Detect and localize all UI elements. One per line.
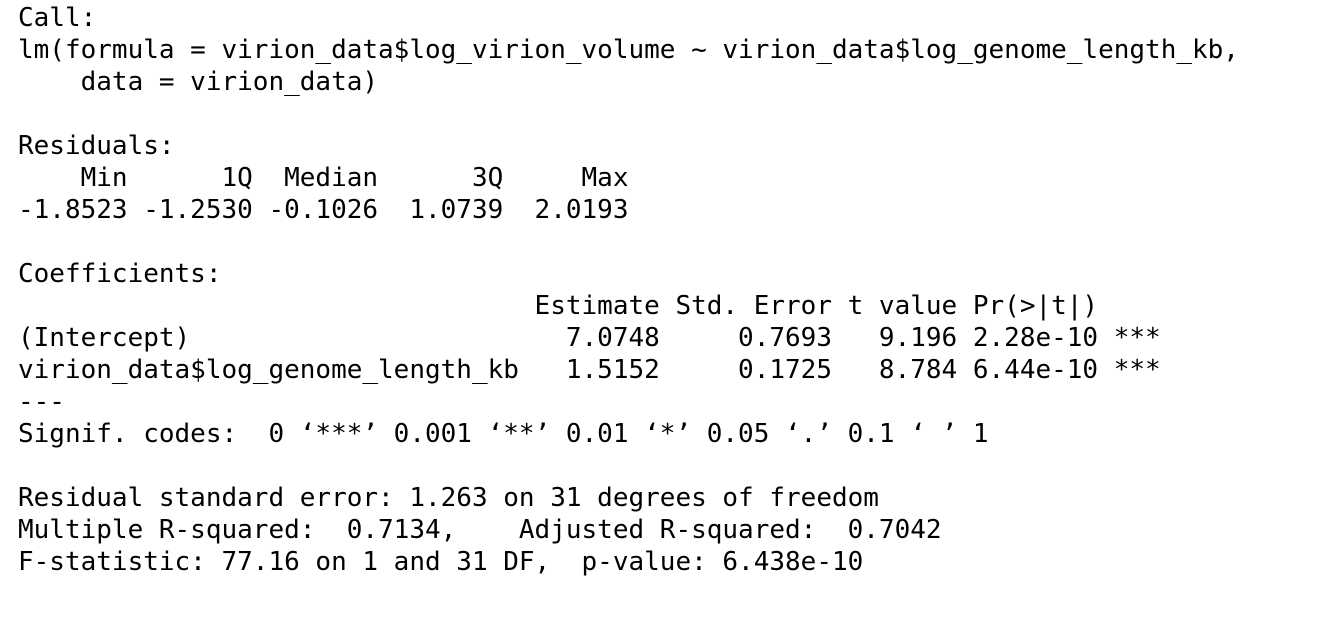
call-formula-line: lm(formula = virion_data$log_virion_volu…	[18, 35, 1239, 65]
separator-line: ---	[18, 387, 65, 417]
f-statistic-line: F-statistic: 77.16 on 1 and 31 DF, p-val…	[18, 547, 864, 577]
coefficient-row-intercept: (Intercept) 7.0748 0.7693 9.196 2.28e-10…	[18, 323, 1161, 353]
residuals-values: -1.8523 -1.2530 -0.1026 1.0739 2.0193	[18, 195, 645, 225]
blank-line	[18, 450, 1239, 482]
call-header: Call:	[18, 3, 97, 33]
signif-codes-line: Signif. codes: 0 ‘***’ 0.001 ‘**’ 0.01 ‘…	[18, 419, 989, 449]
r-console-output: Call: lm(formula = virion_data$log_virion…	[18, 2, 1239, 578]
r-squared-line: Multiple R-squared: 0.7134, Adjusted R-s…	[18, 515, 958, 545]
call-data-line: data = virion_data)	[18, 67, 379, 97]
blank-line	[18, 98, 1239, 130]
residuals-column-headers: Min 1Q Median 3Q Max	[18, 163, 645, 193]
coefficients-header: Coefficients:	[18, 259, 222, 289]
residual-standard-error-line: Residual standard error: 1.263 on 31 deg…	[18, 483, 879, 513]
coefficients-column-headers: Estimate Std. Error t value Pr(>|t|)	[18, 291, 1161, 321]
blank-line	[18, 226, 1239, 258]
coefficient-row-genome-length: virion_data$log_genome_length_kb 1.5152 …	[18, 355, 1161, 385]
residuals-header: Residuals:	[18, 131, 175, 161]
